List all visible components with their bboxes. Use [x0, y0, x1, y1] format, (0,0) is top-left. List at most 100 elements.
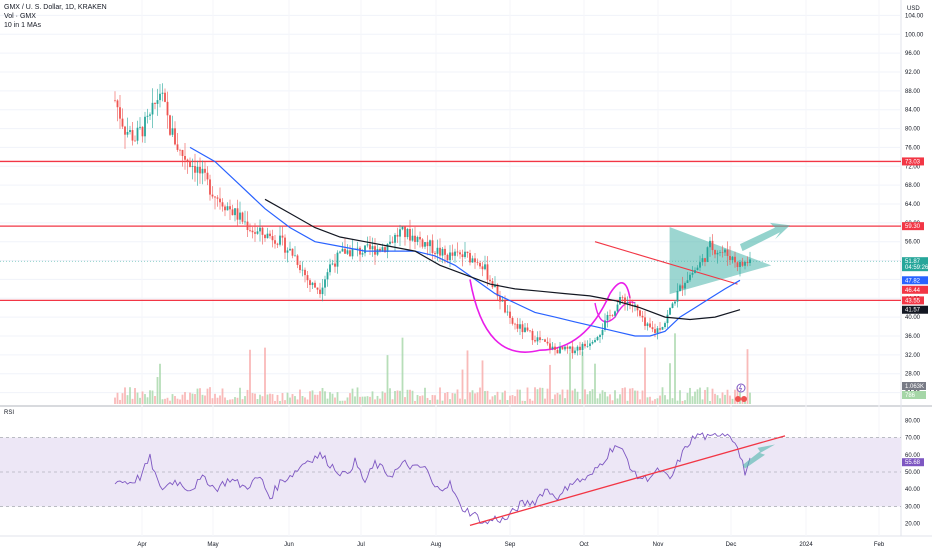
candle-body	[361, 253, 364, 255]
candle-body	[121, 118, 124, 127]
candle-body	[659, 328, 661, 330]
candle-body	[366, 244, 369, 246]
price-badge	[902, 296, 924, 305]
candle-body	[656, 328, 659, 333]
volume-bar	[159, 363, 161, 404]
candle-body	[494, 284, 496, 288]
volume-bar	[406, 389, 409, 404]
candle-body	[669, 307, 671, 315]
price-tick-label: 84.00	[905, 108, 921, 114]
candle-body	[381, 247, 384, 251]
candle-body	[364, 245, 366, 254]
candle-body	[694, 270, 696, 273]
candle-body	[471, 258, 474, 263]
candle-body	[201, 168, 204, 174]
candle-body	[244, 221, 246, 223]
volume-bar	[306, 399, 309, 404]
volume-bar	[134, 388, 136, 404]
candle-body	[479, 262, 481, 267]
symbol-legend[interactable]: GMX / U. S. Dollar, 1D, KRAKEN	[4, 4, 107, 11]
candle-body	[309, 280, 311, 286]
currency-label[interactable]: USD	[907, 6, 920, 12]
volume-bar	[639, 399, 641, 404]
volume-bar	[746, 349, 749, 404]
volume-bar	[314, 394, 316, 404]
price-badge-label: 73.03	[905, 159, 921, 165]
candle-body	[629, 302, 631, 305]
volume-bar	[196, 388, 199, 404]
candle-body	[196, 166, 199, 173]
candle-body	[194, 166, 196, 173]
volume-bar	[206, 388, 209, 404]
volume-bar	[546, 388, 549, 404]
candle-body	[684, 283, 686, 289]
candle-body	[576, 346, 579, 351]
cup-shape	[469, 279, 631, 353]
candle-body	[611, 315, 614, 316]
volume-bar	[711, 388, 714, 404]
candle-body	[264, 234, 266, 239]
candle-body	[114, 100, 116, 101]
volume-bar	[379, 398, 381, 404]
candle-body	[404, 226, 406, 238]
drawings[interactable]	[469, 222, 790, 353]
candle-body	[319, 289, 321, 295]
volume-bar	[411, 390, 414, 404]
volume-bar	[246, 389, 249, 404]
volume-bar	[611, 400, 614, 404]
volume-bar	[396, 390, 399, 404]
candle-body	[289, 248, 291, 251]
candle-body	[269, 233, 271, 237]
volume-bar	[276, 394, 279, 404]
candle-body	[301, 269, 304, 271]
volume-bar	[234, 397, 236, 404]
volume-bar	[624, 387, 626, 404]
volume-bar	[364, 396, 366, 404]
candle-body	[296, 255, 299, 265]
volume-bar	[374, 399, 376, 404]
candle-body	[339, 251, 341, 253]
flag-icon[interactable]	[735, 396, 741, 402]
volume-bar	[176, 398, 179, 404]
candle-body	[294, 255, 296, 257]
volume-bar	[346, 397, 349, 404]
volume-bar	[384, 392, 386, 404]
candle-body	[436, 247, 439, 254]
volume-legend[interactable]: Vol · GMX	[4, 13, 36, 20]
volume-bar	[181, 394, 184, 404]
volume-bar	[151, 390, 154, 404]
price-badge	[902, 276, 928, 285]
candle-body	[649, 323, 651, 328]
alert-icons[interactable]	[735, 383, 747, 402]
volume-bar	[516, 389, 519, 404]
candle-body	[544, 339, 546, 342]
price-badge	[902, 285, 928, 294]
candle-body	[676, 290, 679, 302]
candle-body	[671, 303, 674, 308]
candle-body	[624, 297, 626, 305]
volume-bar	[286, 392, 289, 404]
volume-bar	[114, 397, 116, 404]
candle-body	[456, 251, 459, 253]
candle-body	[506, 311, 509, 313]
candle-body	[259, 227, 261, 232]
flag-icon[interactable]	[741, 396, 747, 402]
volume-bar	[449, 399, 451, 404]
lightning-icon[interactable]	[736, 383, 746, 393]
candle-body	[441, 248, 444, 256]
volume-bar	[629, 388, 631, 404]
candle-body	[714, 250, 716, 255]
candle-body	[291, 248, 294, 256]
candle-body	[594, 340, 596, 342]
candle-body	[379, 248, 381, 251]
candle-body	[634, 304, 636, 307]
candle-body	[246, 221, 249, 230]
price-badge-label: 41.57	[905, 308, 921, 314]
candle-body	[181, 149, 184, 156]
candle-body	[169, 115, 171, 135]
volume-bar	[649, 396, 651, 404]
volume-bar	[564, 398, 566, 404]
ma-legend[interactable]: 10 in 1 MAs	[4, 22, 41, 29]
candle-body	[189, 161, 191, 167]
